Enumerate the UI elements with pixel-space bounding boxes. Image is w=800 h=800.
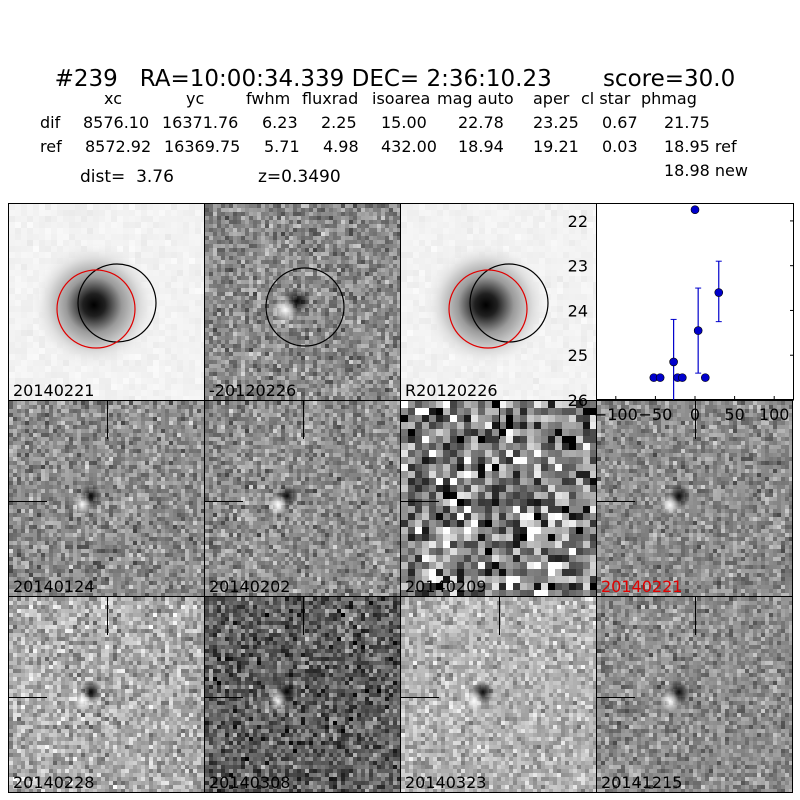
data-point <box>700 373 710 382</box>
table-header: phmag <box>641 89 697 108</box>
crosshair-tick-horizontal <box>205 501 243 502</box>
stamp-label: 20140209 <box>405 577 486 596</box>
light-curve-chart: 22 23 24 25 26 −100 −50 0 50 100 <box>568 203 794 424</box>
crosshair-tick-horizontal <box>9 697 47 698</box>
y-tick-label: 26 <box>568 391 588 410</box>
stamp-label: 20140221 <box>601 577 682 596</box>
stamp-label: 20140308 <box>209 773 290 792</box>
table-header: yc <box>186 89 204 108</box>
data-point <box>678 373 687 382</box>
stamp-epoch: 20140124 <box>8 400 205 597</box>
stamp-galaxy: R20120226 <box>400 203 597 401</box>
stamp-epoch: 20140228 <box>8 596 205 793</box>
table-cell: 18.95 ref <box>664 137 737 156</box>
crosshair-tick-vertical <box>107 401 108 439</box>
crosshair-tick-horizontal <box>401 697 439 698</box>
stamp-label: 20140228 <box>13 773 94 792</box>
crosshair-tick-vertical <box>303 401 304 439</box>
table-header: mag auto <box>437 89 514 108</box>
table-cell: 19.21 <box>533 137 579 156</box>
data-point <box>690 205 700 215</box>
table-cell: 5.71 <box>264 137 300 156</box>
table-cell: 0.03 <box>602 137 638 156</box>
stamp-label: -20120226 <box>209 381 296 400</box>
table-header: fluxrad <box>302 89 358 108</box>
stamp-epoch: 20140209 <box>400 400 597 597</box>
data-point <box>669 357 678 367</box>
table-extra: 18.98 new <box>664 161 748 180</box>
crosshair-tick-vertical <box>107 597 108 635</box>
y-tick-label: 25 <box>568 346 588 365</box>
table-header: isoarea <box>372 89 430 108</box>
stamp-epoch: 20140323 <box>400 596 597 793</box>
crosshair-tick-vertical <box>695 401 696 439</box>
table-cell: 432.00 <box>381 137 437 156</box>
redshift-readout: z=0.3490 <box>258 167 341 187</box>
table-cell: 16371.76 <box>162 113 238 132</box>
table-cell: 4.98 <box>323 137 359 156</box>
crosshair-tick-horizontal <box>597 501 635 502</box>
table-cell: 16369.75 <box>164 137 240 156</box>
table-header: fwhm <box>246 89 290 108</box>
stamp-difference: -20120226 <box>204 203 401 401</box>
dist-readout: dist= 3.76 <box>80 167 174 187</box>
crosshair-tick-horizontal <box>401 501 439 502</box>
table-cell: 6.23 <box>262 113 298 132</box>
table-cell: 23.25 <box>533 113 579 132</box>
table-cell: 8576.10 <box>83 113 149 132</box>
x-tick-label: 0 <box>690 405 700 424</box>
table-cell: 22.78 <box>458 113 504 132</box>
crosshair-tick-horizontal <box>205 697 243 698</box>
stamp-label: R20120226 <box>405 381 498 400</box>
stamp-epoch: 20140308 <box>204 596 401 793</box>
table-header: cl star <box>581 89 630 108</box>
crosshair-tick-vertical <box>499 401 500 439</box>
x-tick-label: 50 <box>724 405 744 424</box>
y-tick-label: 22 <box>568 212 588 231</box>
table-cell: 18.94 <box>458 137 504 156</box>
stamp-label: 20141215 <box>601 773 682 792</box>
y-tick-label: 23 <box>568 257 588 276</box>
stamp-label: 20140323 <box>405 773 486 792</box>
table-cell: 21.75 <box>664 113 710 132</box>
stamp-label: 20140124 <box>13 577 94 596</box>
crosshair-tick-vertical <box>499 597 500 635</box>
x-tick-label: −100 <box>594 405 638 424</box>
table-row-label: ref <box>40 137 62 156</box>
table-cell: 8572.92 <box>85 137 151 156</box>
data-point <box>714 288 724 297</box>
crosshair-tick-horizontal <box>597 697 635 698</box>
table-header: xc <box>104 89 122 108</box>
table-row-label: dif <box>40 113 60 132</box>
stamp-galaxy: 20140221 <box>8 203 205 401</box>
stamp-label: 20140221 <box>13 381 94 400</box>
table-cell: 15.00 <box>381 113 427 132</box>
crosshair-tick-vertical <box>695 597 696 635</box>
x-tick-label: 100 <box>759 405 790 424</box>
crosshair-tick-horizontal <box>9 501 47 502</box>
table-header: aper <box>533 89 569 108</box>
plot-frame <box>596 203 794 400</box>
x-tick-label: −50 <box>639 405 673 424</box>
stamp-epoch: 20141215 <box>596 596 793 793</box>
page-title: #239 RA=10:00:34.339 DEC= 2:36:10.23 sco… <box>40 40 736 92</box>
crosshair-tick-vertical <box>303 597 304 635</box>
table-cell: 2.25 <box>321 113 357 132</box>
stamp-epoch: 20140202 <box>204 400 401 597</box>
data-point <box>693 326 703 335</box>
y-tick-label: 24 <box>568 301 588 320</box>
stamp-label: 20140202 <box>209 577 290 596</box>
data-point <box>655 373 665 382</box>
table-cell: 0.67 <box>602 113 638 132</box>
stamp-epoch: 20140221 <box>596 400 793 597</box>
